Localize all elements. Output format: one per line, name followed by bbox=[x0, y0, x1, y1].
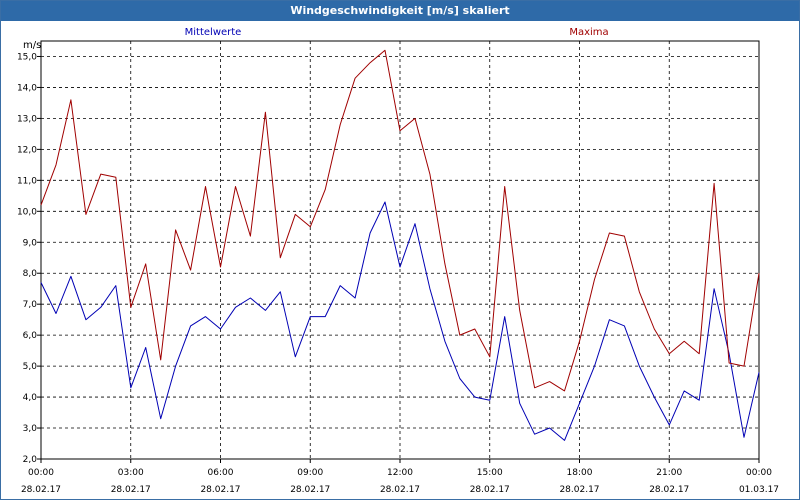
x-tick-date: 28.02.17 bbox=[200, 485, 240, 495]
x-tick-date: 01.03.17 bbox=[739, 485, 779, 495]
x-tick-date: 28.02.17 bbox=[470, 485, 510, 495]
x-tick-date: 28.02.17 bbox=[559, 485, 599, 495]
y-axis-label: m/s bbox=[23, 40, 41, 51]
y-tick-label: 11,0 bbox=[17, 176, 37, 186]
y-tick-label: 10,0 bbox=[17, 207, 37, 217]
y-tick-label: 15,0 bbox=[17, 52, 37, 62]
y-tick-label: 14,0 bbox=[17, 83, 37, 93]
x-tick-time: 21:00 bbox=[656, 468, 682, 478]
x-tick-time: 06:00 bbox=[208, 468, 234, 478]
y-tick-label: 13,0 bbox=[17, 114, 37, 124]
x-tick-time: 00:00 bbox=[746, 468, 772, 478]
x-tick-time: 18:00 bbox=[567, 468, 593, 478]
y-tick-label: 12,0 bbox=[17, 145, 37, 155]
y-tick-label: 4,0 bbox=[23, 393, 38, 403]
chart-title: Windgeschwindigkeit [m/s] skaliert bbox=[1, 1, 799, 21]
x-tick-date: 28.02.17 bbox=[380, 485, 420, 495]
y-tick-label: 6,0 bbox=[23, 331, 38, 341]
x-tick-date: 28.02.17 bbox=[21, 485, 61, 495]
x-tick-time: 09:00 bbox=[297, 468, 323, 478]
x-tick-time: 03:00 bbox=[118, 468, 144, 478]
legend-maxima: Maxima bbox=[569, 27, 608, 38]
grid-lines bbox=[41, 41, 759, 459]
y-tick-label: 2,0 bbox=[23, 455, 38, 465]
y-tick-label: 9,0 bbox=[23, 238, 38, 248]
y-tick-label: 5,0 bbox=[23, 362, 38, 372]
x-tick-date: 28.02.17 bbox=[111, 485, 151, 495]
y-tick-label: 3,0 bbox=[23, 424, 38, 434]
y-tick-labels: 2,0 3,0 4,0 5,0 6,0 7,0 8,0 9,0 10,0 11,0 12,0 13,0… bbox=[17, 52, 37, 465]
x-tick-time: 15:00 bbox=[477, 468, 503, 478]
x-tick-labels: 00:00 28.02.17 03:00 28.02.17 06:00 28.02.17 0… bbox=[21, 468, 779, 495]
series-lines bbox=[40, 49, 760, 441]
x-tick-time: 00:00 bbox=[28, 468, 54, 478]
line-chart: 2,0 3,0 4,0 5,0 6,0 7,0 8,0 9,0 10,0 11,0 12,0 13,0… bbox=[17, 27, 779, 495]
axes bbox=[37, 40, 760, 463]
series-line-maxima bbox=[40, 49, 760, 392]
y-tick-label: 7,0 bbox=[23, 300, 38, 310]
legend-mittelwerte: Mittelwerte bbox=[185, 27, 242, 38]
x-tick-date: 28.02.17 bbox=[649, 485, 689, 495]
y-tick-label: 8,0 bbox=[23, 269, 38, 279]
plot-frame bbox=[40, 40, 760, 460]
x-tick-date: 28.02.17 bbox=[290, 485, 330, 495]
series-line-mittelwerte bbox=[40, 201, 760, 441]
x-tick-time: 12:00 bbox=[387, 468, 413, 478]
